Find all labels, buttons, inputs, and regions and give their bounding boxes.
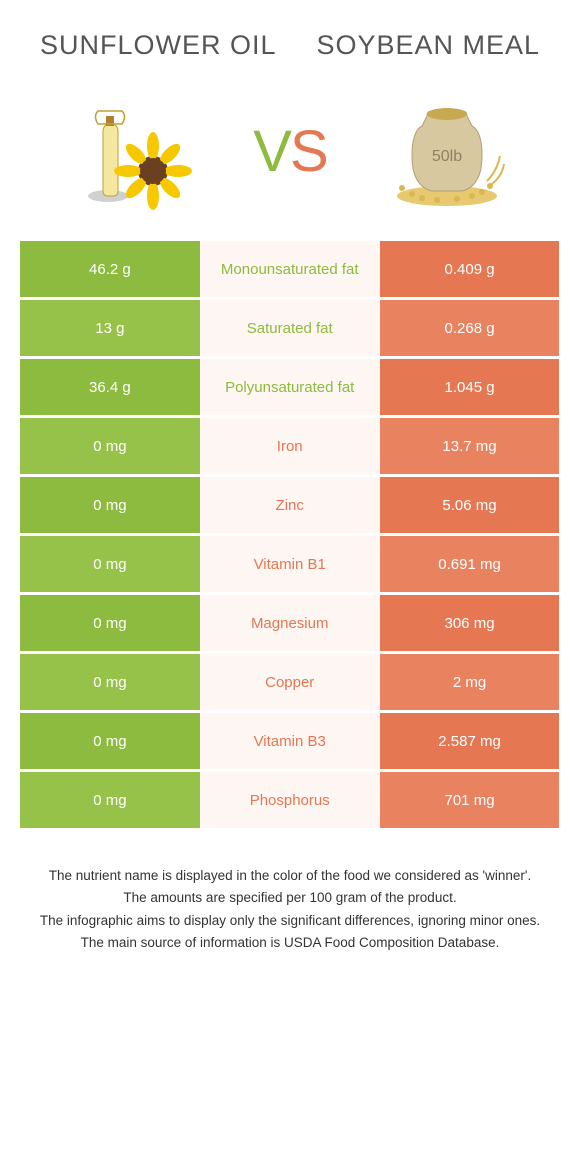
nutrient-label: Vitamin B3: [200, 713, 380, 769]
footer-line-2: The amounts are specified per 100 gram o…: [30, 888, 550, 908]
footer-notes: The nutrient name is displayed in the co…: [0, 831, 580, 975]
left-value: 0 mg: [20, 654, 200, 710]
nutrient-label: Monounsaturated fat: [200, 241, 380, 297]
nutrient-label: Saturated fat: [200, 300, 380, 356]
right-value: 2 mg: [380, 654, 560, 710]
table-row: 0 mgCopper2 mg: [20, 654, 560, 710]
soybean-meal-image: 50lb: [382, 86, 512, 216]
table-row: 0 mgPhosphorus701 mg: [20, 772, 560, 828]
vs-v: V: [253, 119, 290, 184]
right-value: 306 mg: [380, 595, 560, 651]
right-value: 0.268 g: [380, 300, 560, 356]
right-value: 5.06 mg: [380, 477, 560, 533]
right-food-title: Soybean meal: [316, 30, 540, 61]
nutrient-label: Zinc: [200, 477, 380, 533]
footer-line-3: The infographic aims to display only the…: [30, 911, 550, 931]
left-value: 0 mg: [20, 713, 200, 769]
nutrient-label: Polyunsaturated fat: [200, 359, 380, 415]
right-value: 1.045 g: [380, 359, 560, 415]
left-food-title: Sunflower oil: [40, 30, 277, 61]
left-value: 0 mg: [20, 477, 200, 533]
table-row: 0 mgVitamin B32.587 mg: [20, 713, 560, 769]
left-value: 46.2 g: [20, 241, 200, 297]
table-row: 46.2 gMonounsaturated fat0.409 g: [20, 241, 560, 297]
left-value: 13 g: [20, 300, 200, 356]
footer-line-4: The main source of information is USDA F…: [30, 933, 550, 953]
left-value: 0 mg: [20, 536, 200, 592]
right-value: 0.409 g: [380, 241, 560, 297]
comparison-table: 46.2 gMonounsaturated fat0.409 g13 gSatu…: [0, 241, 580, 831]
nutrient-label: Iron: [200, 418, 380, 474]
vs-label: VS: [253, 118, 326, 185]
nutrient-label: Phosphorus: [200, 772, 380, 828]
table-row: 36.4 gPolyunsaturated fat1.045 g: [20, 359, 560, 415]
left-value: 36.4 g: [20, 359, 200, 415]
table-row: 13 gSaturated fat0.268 g: [20, 300, 560, 356]
table-row: 0 mgMagnesium306 mg: [20, 595, 560, 651]
vs-s: S: [290, 119, 327, 184]
left-value: 0 mg: [20, 418, 200, 474]
right-value: 13.7 mg: [380, 418, 560, 474]
table-row: 0 mgIron13.7 mg: [20, 418, 560, 474]
left-value: 0 mg: [20, 595, 200, 651]
right-value: 2.587 mg: [380, 713, 560, 769]
nutrient-label: Vitamin B1: [200, 536, 380, 592]
table-row: 0 mgVitamin B10.691 mg: [20, 536, 560, 592]
footer-line-1: The nutrient name is displayed in the co…: [30, 866, 550, 886]
svg-text:50lb: 50lb: [432, 148, 462, 165]
right-value: 0.691 mg: [380, 536, 560, 592]
right-value: 701 mg: [380, 772, 560, 828]
vs-row: VS 50lb: [0, 71, 580, 241]
nutrient-label: Magnesium: [200, 595, 380, 651]
nutrient-label: Copper: [200, 654, 380, 710]
sunflower-oil-image: [68, 86, 198, 216]
table-row: 0 mgZinc5.06 mg: [20, 477, 560, 533]
header: Sunflower oil Soybean meal: [0, 0, 580, 71]
left-value: 0 mg: [20, 772, 200, 828]
